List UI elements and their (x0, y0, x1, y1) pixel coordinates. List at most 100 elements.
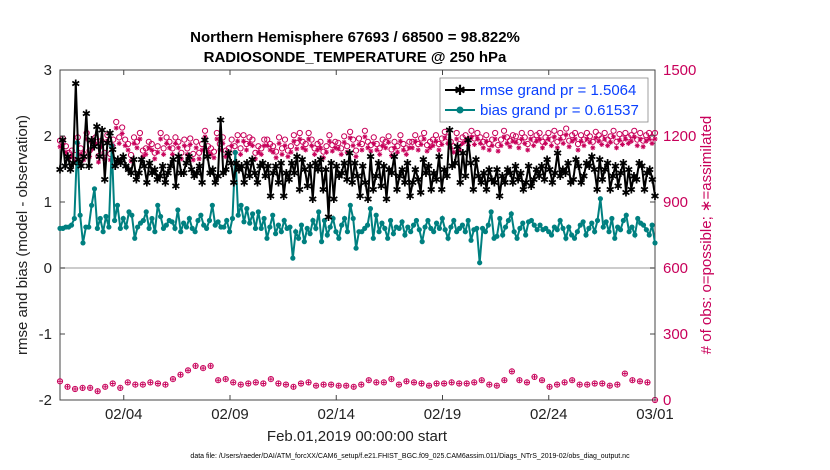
rmse-point: ✱ (590, 164, 599, 177)
obs-assimilated-marker (113, 125, 119, 131)
rmse-point: ✱ (232, 157, 241, 170)
obs-assimilated-stroke (475, 136, 480, 142)
obs-assimilated-marker (122, 143, 128, 149)
obs-count-circle (79, 384, 86, 391)
rmse-point: ✱ (427, 183, 436, 196)
obs-count-circle (109, 380, 116, 387)
obs-count-marker (320, 381, 327, 388)
obs-assimilated-stroke (519, 136, 524, 142)
rmse-point: ✱ (640, 183, 649, 196)
rmse-point: ✱ (453, 140, 462, 153)
bias-point (327, 224, 333, 230)
obs-count-circle (252, 379, 259, 386)
rmse-point: ✱ (132, 173, 141, 186)
obs-possible-marker (122, 136, 129, 143)
bias-point (609, 215, 615, 222)
obs-assimilated-stroke (472, 142, 477, 147)
obs-assimilated-stroke (528, 136, 533, 142)
bias-point (566, 224, 572, 230)
rmse-point: ✱ (445, 124, 454, 137)
obs-count-marker (245, 380, 252, 387)
obs-assimilated-marker (625, 140, 631, 146)
rmse-point: ✱ (169, 154, 178, 167)
obs-assimilated-marker (241, 138, 247, 144)
rmse-point: ✱ (303, 180, 312, 193)
obs-possible-marker (225, 145, 232, 152)
rmse-point: ✱ (411, 164, 420, 177)
obs-assimilated-stroke (294, 146, 299, 152)
obs-possible-marker (563, 125, 570, 132)
rmse-point: ✱ (290, 167, 299, 180)
obs-assimilated-marker (409, 145, 415, 151)
obs-assimilated-marker (152, 156, 158, 162)
obs-assimilated-marker (590, 145, 596, 151)
rmse-point: ✱ (600, 164, 609, 177)
rmse-point: ✱ (506, 167, 515, 180)
obs-count-circle (94, 388, 101, 395)
rmse-point: ✱ (545, 164, 554, 177)
obs-count-circle (260, 380, 267, 387)
obs-assimilated-marker (344, 149, 350, 155)
obs-assimilated-marker (175, 145, 181, 151)
obs-assimilated-stroke (96, 159, 101, 165)
obs-assimilated-stroke (593, 135, 598, 141)
rmse-point: ✱ (279, 190, 288, 203)
obs-assimilated-marker (528, 136, 534, 142)
rmse-point: ✱ (574, 160, 583, 173)
rmse-point: ✱ (535, 170, 544, 183)
obs-assimilated-marker (649, 140, 655, 146)
obs-possible-marker (302, 140, 309, 148)
obs-assimilated-stroke (368, 148, 373, 154)
obs-count-marker (463, 380, 470, 387)
rmse-point: ✱ (463, 134, 472, 147)
rmse-point: ✱ (400, 177, 409, 190)
rmse-point: ✱ (532, 164, 541, 177)
obs-possible-marker (557, 129, 564, 137)
obs-count-marker (207, 362, 214, 369)
obs-assimilated-marker (167, 145, 173, 151)
rmse-point: ✱ (642, 167, 651, 180)
obs-count-circle (184, 367, 192, 374)
obs-assimilated-marker (605, 143, 611, 149)
rmse-point: ✱ (345, 147, 354, 160)
legend-rmse-marker: ✱ (454, 82, 466, 98)
obs-assimilated-stroke (167, 145, 172, 150)
bias-point (433, 220, 440, 226)
obs-assimilated-stroke (495, 148, 501, 154)
obs-assimilated-stroke (454, 136, 459, 142)
obs-count-marker (380, 379, 387, 386)
obs-possible-marker (616, 131, 623, 138)
rmse-point: ✱ (242, 157, 251, 170)
obs-assimilated-marker (143, 151, 149, 157)
rmse-point: ✱ (548, 177, 557, 190)
rmse-point: ✱ (342, 173, 351, 186)
obs-assimilated-stroke (321, 155, 326, 160)
obs-count-circle (508, 368, 515, 375)
rmse-point: ✱ (269, 167, 278, 180)
obs-assimilated-stroke (235, 139, 240, 144)
obs-assimilated-stroke (531, 143, 536, 148)
bias-point (390, 231, 397, 237)
obs-possible-marker (157, 129, 164, 137)
obs-assimilated-marker (193, 145, 199, 151)
rmse-point: ✱ (585, 160, 594, 173)
rmse-point: ✱ (356, 190, 365, 203)
obs-count-circle (230, 379, 237, 386)
obs-assimilated-stroke (179, 156, 184, 161)
rmse-point: ✱ (466, 157, 475, 170)
obs-assimilated-stroke (478, 141, 483, 146)
bias-point (629, 224, 635, 230)
obs-possible-marker (637, 129, 644, 137)
obs-possible-marker (509, 132, 517, 139)
obs-count-marker (629, 377, 636, 384)
obs-possible-marker (258, 145, 265, 152)
obs-assimilated-marker (427, 145, 433, 151)
obs-count-circle (215, 377, 222, 384)
bias-point (120, 215, 126, 222)
bias-point (508, 211, 514, 217)
obs-assimilated-marker (389, 153, 395, 158)
obs-count-circle (132, 381, 139, 388)
obs-assimilated-marker (468, 134, 474, 140)
obs-assimilated-stroke (543, 141, 548, 146)
obs-possible-marker (296, 129, 303, 137)
